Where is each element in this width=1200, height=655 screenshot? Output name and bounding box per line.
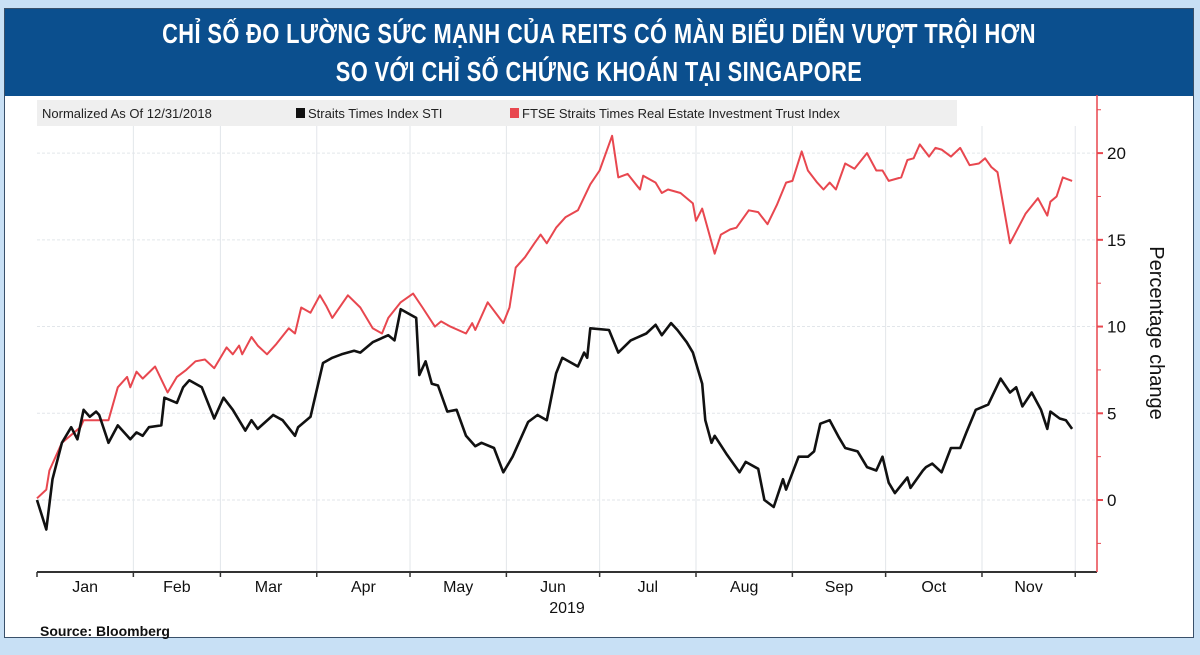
x-tick-label: Jun [540,579,566,596]
legend: Normalized As Of 12/31/2018 Straits Time… [42,106,840,121]
x-tick-label: Mar [255,579,283,596]
chart-title-line-2: SO VỚI CHỈ SỐ CHỨNG KHOÁN TẠI SINGAPORE [335,56,863,87]
legend-label-reit: FTSE Straits Times Real Estate Investmen… [522,106,840,121]
y-tick-label: 20 [1107,144,1126,163]
x-tick-label: Aug [730,579,758,596]
y-tick-label: 0 [1107,491,1116,510]
axes: 0 5 10 15 20 Jan Feb Mar Apr May Jun Jul Aug Sep Oct No… [36,95,1126,596]
grid [37,126,1097,572]
x-tick-label: Feb [163,579,191,596]
legend-background [37,100,957,126]
y-tick-label: 15 [1107,231,1126,250]
series-line-sti [35,307,1074,531]
chart-title-line-1: CHỈ SỐ ĐO LƯỜNG SỨC MẠNH CỦA REITS CÓ MÀ… [162,18,1036,49]
x-tick-label: Nov [1014,579,1042,596]
y-tick-label: 10 [1107,318,1126,337]
x-tick-label: Jan [72,579,98,596]
x-tick-label: May [443,579,473,596]
x-tick-label: Sep [825,579,854,596]
x-axis-label: 2019 [549,600,585,617]
title-bar: CHỈ SỐ ĐO LƯỜNG SỨC MẠNH CỦA REITS CÓ MÀ… [5,9,1193,96]
legend-swatch-reit [510,108,519,118]
y-axis-label: Percentage change [1145,246,1167,419]
y-tick-label: 5 [1107,404,1116,423]
x-tick-label: Oct [921,579,946,596]
series-group [35,134,1074,531]
series-line-reit [36,134,1073,500]
x-tick-label: Apr [351,579,377,596]
legend-swatch-sti [296,108,305,118]
x-tick-label: Jul [638,579,658,596]
legend-note: Normalized As Of 12/31/2018 [42,106,212,121]
legend-label-sti: Straits Times Index STI [308,106,442,121]
source-note: Source: Bloomberg [40,623,170,639]
